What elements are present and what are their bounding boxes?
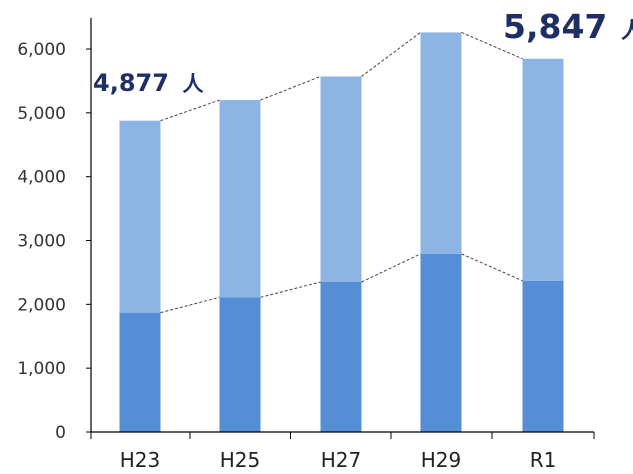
x-tick-label-R1: R1 xyxy=(530,448,557,472)
bar-segment-upper-R1 xyxy=(522,58,564,281)
start-total-unit: 人 xyxy=(183,72,204,96)
annotations: 4,877 人 5,847 人 xyxy=(93,7,633,97)
bar-group xyxy=(119,32,564,432)
bar-segment-lower-H27 xyxy=(320,281,362,432)
end-total-value: 5,847 xyxy=(503,7,607,46)
connector-lower-3 xyxy=(461,253,523,282)
start-total-value: 4,877 xyxy=(93,69,169,97)
y-tick-label: 4,000 xyxy=(17,168,66,188)
y-tick-label: 1,000 xyxy=(17,359,66,379)
bar-segment-upper-H29 xyxy=(420,32,462,254)
y-tick-label: 3,000 xyxy=(17,232,66,252)
x-tick-label-H27: H27 xyxy=(321,448,362,472)
bar-segment-lower-H29 xyxy=(420,253,462,432)
connector-upper-1 xyxy=(260,75,321,101)
y-tick-label: 0 xyxy=(55,423,66,443)
end-total-annotation: 5,847 人 xyxy=(503,7,633,46)
x-tick-label-H25: H25 xyxy=(220,448,261,472)
x-tick-label-H29: H29 xyxy=(421,448,462,472)
y-axis-ticks: 0 1,000 2,000 3,000 4,000 5,000 6,000 xyxy=(17,40,91,443)
end-total-unit: 人 xyxy=(621,19,633,44)
bar-segment-upper-H27 xyxy=(320,76,362,282)
connector-lines xyxy=(160,31,523,314)
bar-segment-upper-H23 xyxy=(119,120,161,313)
bar-segment-lower-H23 xyxy=(119,312,161,432)
y-tick-label: 5,000 xyxy=(17,104,66,124)
start-total-annotation: 4,877 人 xyxy=(93,69,204,97)
axes xyxy=(90,18,594,433)
connector-lower-0 xyxy=(160,296,220,314)
bar-segment-upper-H25 xyxy=(219,100,261,298)
y-tick-label: 2,000 xyxy=(17,295,66,315)
connector-upper-2 xyxy=(361,32,421,77)
connector-lower-2 xyxy=(361,253,421,283)
bar-segment-lower-R1 xyxy=(522,280,564,432)
bar-segment-lower-H25 xyxy=(219,297,261,432)
connector-upper-0 xyxy=(160,99,220,122)
x-axis-ticks: H23 H25 H27 H29 R1 xyxy=(90,432,595,472)
y-tick-label: 6,000 xyxy=(17,40,66,60)
x-tick-label-H23: H23 xyxy=(120,448,161,472)
connector-upper-3 xyxy=(461,31,523,60)
connector-lower-1 xyxy=(260,281,321,298)
